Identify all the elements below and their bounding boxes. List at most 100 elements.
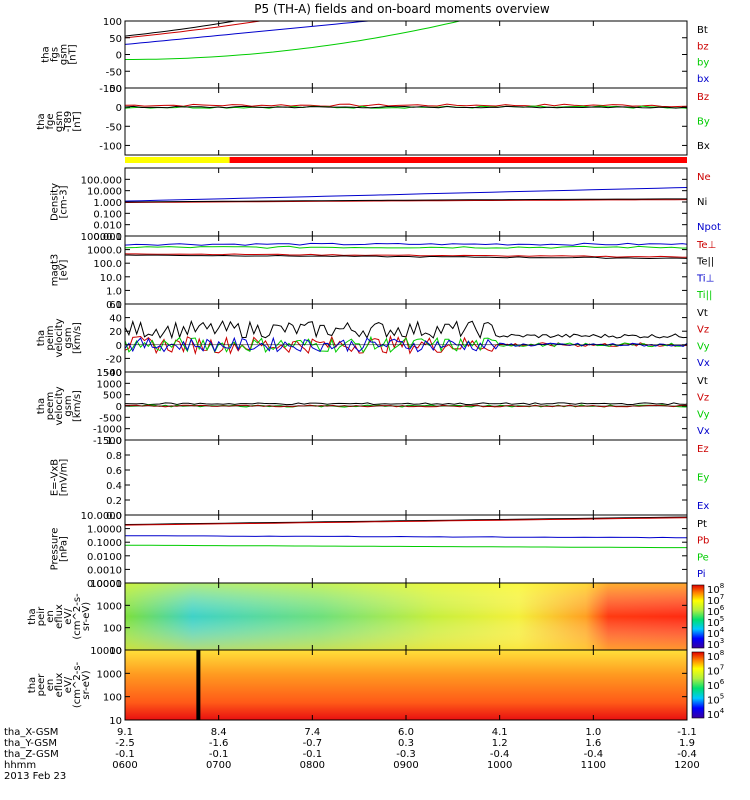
y-tick-label: 1.0 [106, 436, 122, 447]
y-tick-label: 100.000 [81, 175, 122, 186]
y-tick-label: 10000 [90, 646, 122, 657]
x-axis-row-label: tha_Y-GSM [4, 738, 57, 749]
panel-frame [124, 20, 688, 89]
trace-Ti-perp [125, 242, 687, 246]
spectrogram-background [125, 650, 687, 720]
legend-peem: Vt [697, 376, 708, 387]
x-axis-block: tha_X-GSMtha_Y-GSMtha_Z-GSMhhmm9.1-2.5-0… [4, 727, 700, 782]
x-axis-row-label: tha_X-GSM [4, 727, 58, 738]
y-tick-label: 100.0 [93, 259, 122, 270]
y-axis-label: eflux [54, 604, 65, 629]
x-axis-value: 4.1 [492, 727, 508, 738]
legend-peem: Vy [697, 409, 710, 420]
y-axis-label: tha [27, 677, 38, 693]
y-tick-label: 0.6 [106, 466, 122, 477]
y-axis-label: E=-VxB [50, 459, 61, 496]
legend-density: Npot [697, 222, 721, 233]
trace-by [125, 21, 462, 60]
y-tick-label: 1.0 [106, 286, 122, 297]
y-axis-label: peir [36, 606, 47, 626]
trace-Bx [125, 105, 687, 109]
y-tick-label: -100 [99, 84, 122, 95]
x-axis-value: 1100 [581, 760, 606, 771]
trace-Bz [125, 103, 687, 108]
legend-pressure: Pi [697, 569, 706, 580]
y-tick-label: 10 [109, 716, 122, 727]
y-axis-label: -T89 [63, 111, 74, 133]
legend-density: Ne [697, 172, 711, 183]
y-tick-label: 1500 [97, 368, 122, 379]
colorbar-label: 105 [707, 693, 724, 707]
trace-Ne [125, 199, 687, 203]
legend-fgs: bx [697, 74, 709, 85]
y-tick-label: -40 [106, 368, 122, 379]
x-axis-value: -0.4 [490, 749, 510, 760]
y-tick-label: 0.1000 [87, 538, 122, 549]
colorbar-label: 104 [707, 707, 725, 721]
legend-efield: Ey [697, 473, 709, 484]
y-tick-label: 10.000 [87, 187, 122, 198]
y-tick-label: 0.0010 [87, 565, 122, 576]
legend-temp: Ti|| [696, 290, 712, 301]
y-tick-label: 10 [109, 646, 122, 657]
panel-temp: Te⊥ Te|| Ti⊥ Ti|| 10000.0 1000.0 100.0 10.0 1.0 0… [50, 232, 717, 311]
y-tick-label: 0.1 [106, 300, 122, 311]
x-axis-value: 0.3 [398, 738, 414, 749]
plot-area-peer [125, 650, 687, 720]
trace-Vz [125, 334, 687, 356]
trace-Bt [125, 21, 238, 37]
y-tick-label: 1000 [97, 601, 122, 612]
panel-peim: Vt Vz Vy Vx 60 40 20 0 -20 -40 thapeimvelocitygsm[… [36, 300, 710, 379]
y-tick-label: 60 [109, 300, 122, 311]
panel-efield: Ez Ey Ex 1.0 0.8 0.6 0.4 0.2 0.0 E=-VxB[mV/m] [50, 436, 710, 522]
y-axis-label: Density [50, 183, 61, 221]
date-label: 2013 Feb 23 [4, 771, 66, 782]
x-axis-value: -0.1 [303, 749, 323, 760]
y-axis-label: [nPa] [59, 536, 70, 562]
y-tick-label: 50 [109, 34, 122, 45]
x-axis-value: -1.1 [677, 727, 697, 738]
x-axis-value: 0700 [206, 760, 231, 771]
y-tick-label: 500 [103, 391, 122, 402]
y-axis-label: eflux [54, 673, 65, 698]
trace-Te-par [125, 254, 687, 260]
trace-Pt [125, 516, 687, 525]
y-tick-label: 40 [109, 314, 122, 325]
y-tick-label: 0.0100 [87, 552, 122, 563]
y-tick-label: -50 [106, 122, 122, 133]
y-tick-label: 0.100 [93, 209, 122, 220]
x-axis-value: -0.7 [303, 738, 323, 749]
y-axis-label: fgs [50, 47, 61, 62]
y-axis-label: [eV] [59, 260, 70, 281]
x-axis-value: 0900 [393, 760, 418, 771]
legend-temp: Ti⊥ [696, 273, 714, 284]
x-axis-value: -0.4 [677, 749, 697, 760]
y-tick-label: 0.4 [106, 481, 122, 492]
trace-Ni [125, 198, 687, 203]
plot-area-fge [125, 103, 687, 109]
spectrogram-band [125, 583, 687, 650]
y-tick-label: 0 [116, 402, 122, 413]
trace-Vt [125, 402, 687, 406]
y-axis-label: eV/ [63, 676, 74, 693]
y-axis-label: magt3 [50, 254, 61, 287]
legend-peim: Vz [697, 325, 709, 336]
legend-pressure: Pb [697, 536, 709, 547]
legend-temp: Te⊥ [696, 240, 716, 251]
y-axis-label: tha [36, 113, 47, 129]
colorbar-peer [691, 651, 705, 719]
y-tick-label: 0.8 [106, 451, 122, 462]
x-axis-value: -0.3 [396, 749, 416, 760]
panel-frame [124, 514, 688, 584]
y-axis-label: gsm [59, 44, 70, 65]
plot-area-temp [125, 242, 687, 260]
y-axis-label: peim [45, 325, 56, 350]
legend-fgs: by [697, 58, 709, 69]
y-axis-label: fge [45, 113, 56, 129]
y-tick-label: -1500 [93, 436, 122, 447]
legend-peim: Vy [697, 341, 710, 352]
